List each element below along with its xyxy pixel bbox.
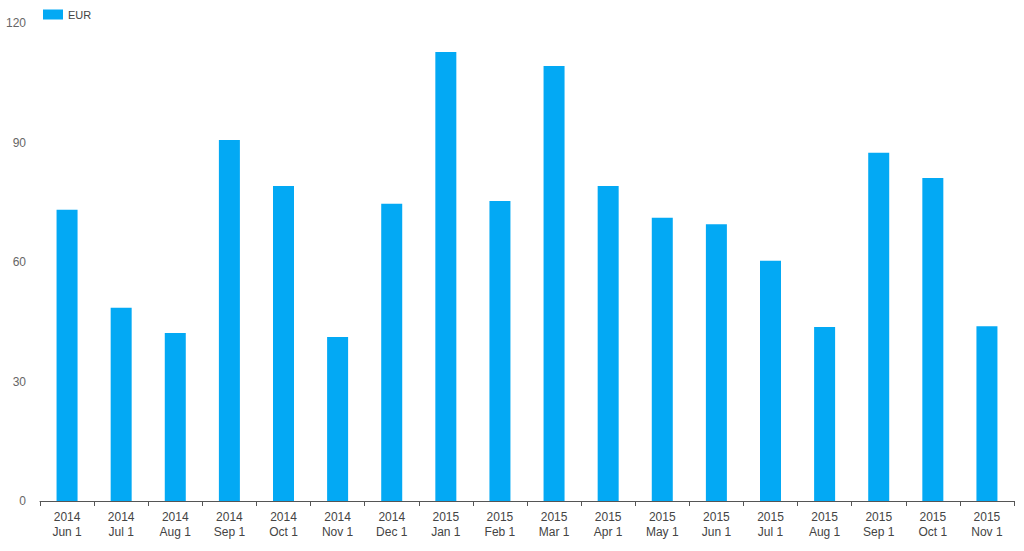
- svg-text:Oct 1: Oct 1: [918, 525, 947, 539]
- svg-text:Aug 1: Aug 1: [809, 525, 841, 539]
- svg-text:30: 30: [13, 375, 27, 389]
- svg-text:2014: 2014: [216, 510, 243, 524]
- svg-text:2015: 2015: [595, 510, 622, 524]
- svg-text:2014: 2014: [54, 510, 81, 524]
- svg-text:Nov 1: Nov 1: [322, 525, 354, 539]
- svg-text:2014: 2014: [270, 510, 297, 524]
- svg-text:Aug 1: Aug 1: [160, 525, 192, 539]
- svg-text:Feb 1: Feb 1: [485, 525, 516, 539]
- svg-text:May 1: May 1: [646, 525, 679, 539]
- svg-text:2015: 2015: [865, 510, 892, 524]
- svg-text:Jul 1: Jul 1: [108, 525, 134, 539]
- svg-text:120: 120: [6, 16, 26, 30]
- svg-text:Nov 1: Nov 1: [971, 525, 1003, 539]
- svg-text:Oct 1: Oct 1: [269, 525, 298, 539]
- svg-text:2014: 2014: [162, 510, 189, 524]
- svg-text:Jun 1: Jun 1: [52, 525, 82, 539]
- svg-text:90: 90: [13, 136, 27, 150]
- svg-text:60: 60: [13, 255, 27, 269]
- svg-text:2015: 2015: [703, 510, 730, 524]
- svg-text:2015: 2015: [432, 510, 459, 524]
- svg-text:Jun 1: Jun 1: [702, 525, 732, 539]
- svg-text:2014: 2014: [324, 510, 351, 524]
- svg-text:2015: 2015: [487, 510, 514, 524]
- svg-text:2014: 2014: [378, 510, 405, 524]
- svg-text:Sep 1: Sep 1: [214, 525, 246, 539]
- svg-text:2015: 2015: [974, 510, 1001, 524]
- svg-text:2015: 2015: [757, 510, 784, 524]
- svg-text:Dec 1: Dec 1: [376, 525, 408, 539]
- svg-text:0: 0: [19, 494, 26, 508]
- svg-text:Apr 1: Apr 1: [594, 525, 623, 539]
- svg-text:2015: 2015: [541, 510, 568, 524]
- svg-text:Jan 1: Jan 1: [431, 525, 461, 539]
- svg-text:EUR: EUR: [68, 9, 91, 21]
- svg-text:2015: 2015: [919, 510, 946, 524]
- svg-text:Sep 1: Sep 1: [863, 525, 895, 539]
- svg-text:2015: 2015: [649, 510, 676, 524]
- svg-text:Jul 1: Jul 1: [758, 525, 784, 539]
- svg-text:2015: 2015: [811, 510, 838, 524]
- svg-text:Mar 1: Mar 1: [539, 525, 570, 539]
- svg-text:2014: 2014: [108, 510, 135, 524]
